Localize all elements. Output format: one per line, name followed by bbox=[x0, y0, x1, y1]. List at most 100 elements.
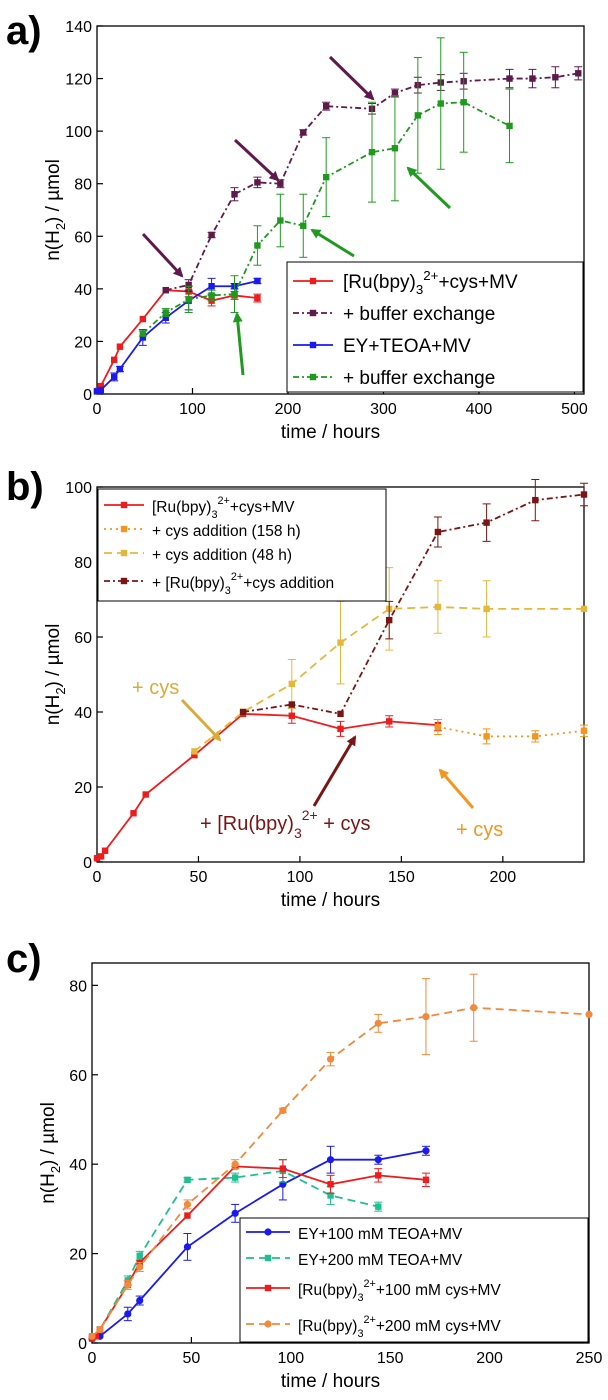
data-point bbox=[254, 277, 261, 285]
legend-swatch-marker bbox=[264, 1320, 272, 1328]
data-point bbox=[191, 748, 198, 755]
series-4 bbox=[138, 37, 514, 337]
data-point bbox=[386, 718, 393, 725]
data-point bbox=[96, 1325, 104, 1334]
data-point bbox=[277, 180, 284, 187]
legend-label: [Ru(bpy)32++cys+MV bbox=[343, 268, 518, 297]
data-point bbox=[116, 343, 124, 350]
arrow-maroon-ru bbox=[312, 735, 357, 807]
panel-b: b) 0 50 100 150 200 0 20 40 60 80 100 time / hours n… bbox=[6, 465, 588, 911]
data-point bbox=[277, 217, 284, 224]
data-point bbox=[116, 365, 124, 373]
data-point bbox=[414, 112, 422, 119]
series-1 bbox=[93, 707, 442, 862]
data-point bbox=[184, 1212, 191, 1219]
data-point bbox=[580, 491, 588, 498]
data-point bbox=[337, 710, 344, 718]
legend-label: + [Ru(bpy)32++cys addition bbox=[152, 571, 334, 597]
arrow-green-312h bbox=[406, 166, 452, 210]
annotation-cys-48h: + cys bbox=[132, 677, 179, 699]
data-point bbox=[506, 122, 513, 130]
y-tick-label: 60 bbox=[74, 229, 92, 246]
data-point bbox=[208, 283, 215, 290]
x-tick-label: 200 bbox=[476, 1350, 503, 1367]
data-point bbox=[437, 100, 444, 107]
y-tick-label: 0 bbox=[83, 387, 92, 404]
x-axis-title: time / hours bbox=[281, 1371, 380, 1392]
y-axis-title: n(H2) / µmol bbox=[43, 159, 68, 261]
y-tick-label: 80 bbox=[69, 978, 87, 995]
y-tick-label: 100 bbox=[65, 124, 92, 141]
data-point bbox=[139, 330, 147, 337]
data-point bbox=[422, 1176, 430, 1184]
data-point bbox=[231, 290, 238, 298]
data-point bbox=[322, 173, 330, 181]
legend-swatch-marker bbox=[264, 1284, 272, 1292]
x-tick-label: 400 bbox=[466, 401, 493, 418]
x-tick-label: 200 bbox=[489, 869, 516, 886]
legend-entry: EY+TEOA+MV bbox=[293, 336, 471, 357]
panel-b-series bbox=[93, 479, 588, 862]
data-point bbox=[585, 1010, 593, 1019]
data-point bbox=[183, 1243, 192, 1251]
y-tick-label: 40 bbox=[74, 282, 92, 299]
data-point bbox=[254, 242, 261, 249]
x-tick-label: 150 bbox=[377, 1350, 404, 1367]
legend-swatch-marker bbox=[120, 577, 128, 585]
legend-label: + cys addition (158 h) bbox=[152, 523, 301, 540]
data-point bbox=[374, 1019, 382, 1027]
annotation-ru-cys: + [Ru(bpy)32+ + cys bbox=[200, 807, 371, 841]
x-tick-label: 300 bbox=[370, 401, 397, 418]
legend-swatch-marker bbox=[264, 1228, 272, 1236]
x-tick-label: 250 bbox=[576, 1350, 603, 1367]
legend-swatch-marker bbox=[264, 1254, 272, 1262]
legend-label: + buffer exchange bbox=[343, 304, 495, 325]
data-point bbox=[231, 1174, 239, 1181]
arrow-green-144h bbox=[232, 312, 245, 376]
data-point bbox=[552, 74, 559, 81]
data-point bbox=[93, 855, 101, 862]
legend-swatch-marker bbox=[309, 277, 317, 285]
data-point bbox=[162, 286, 169, 294]
arrow-purple-288h bbox=[328, 55, 375, 101]
x-tick-label: 0 bbox=[88, 1350, 97, 1367]
data-point bbox=[337, 639, 344, 646]
plot-frame bbox=[96, 486, 585, 863]
panel-a-arrows bbox=[141, 55, 452, 376]
data-point bbox=[506, 75, 513, 82]
series-3 bbox=[93, 277, 262, 395]
series-2 bbox=[433, 719, 588, 745]
x-tick-label: 100 bbox=[277, 1350, 304, 1367]
data-point bbox=[422, 1013, 430, 1021]
panel-a-axes: 0 100 200 300 400 500 0 20 40 60 80 100 120 140 time /… bbox=[43, 19, 588, 443]
plot-frame bbox=[91, 962, 590, 1344]
data-point bbox=[374, 1156, 382, 1164]
legend-label: + buffer exchange bbox=[343, 368, 495, 389]
data-point bbox=[391, 89, 399, 97]
data-point bbox=[279, 1106, 287, 1115]
legend-label: EY+100 mM TEOA+MV bbox=[298, 1226, 463, 1243]
legend-entry: + cys addition (48 h) bbox=[104, 547, 292, 564]
data-point bbox=[162, 314, 169, 321]
x-tick-label: 150 bbox=[388, 869, 415, 886]
series-line bbox=[91, 1006, 590, 1337]
legend-box bbox=[97, 488, 387, 602]
data-point bbox=[97, 853, 105, 860]
legend-box bbox=[239, 1217, 589, 1343]
annotation-cys-158h: + cys bbox=[456, 819, 503, 841]
y-tick-label: 40 bbox=[69, 1157, 87, 1174]
data-point bbox=[185, 296, 192, 303]
series-line bbox=[193, 606, 584, 753]
data-point bbox=[470, 1004, 478, 1012]
data-point bbox=[231, 1209, 239, 1217]
series-line bbox=[91, 1149, 427, 1340]
panel-a: a) 0 100 200 300 400 500 0 20 40 60 80 100 120 140 tim… bbox=[6, 9, 588, 443]
panel-c-letter: c) bbox=[6, 937, 42, 981]
data-point bbox=[231, 191, 238, 198]
series-line bbox=[96, 712, 438, 860]
panel-b-axes: 0 50 100 150 200 0 20 40 60 80 100 time / hours n(H2… bbox=[43, 480, 585, 911]
data-point bbox=[101, 847, 109, 854]
legend-entry: EY+200 mM TEOA+MV bbox=[246, 1252, 463, 1269]
panel-c: c) 0 50 100 150 200 250 0 20 40 60 80 time / hours n… bbox=[6, 937, 602, 1392]
